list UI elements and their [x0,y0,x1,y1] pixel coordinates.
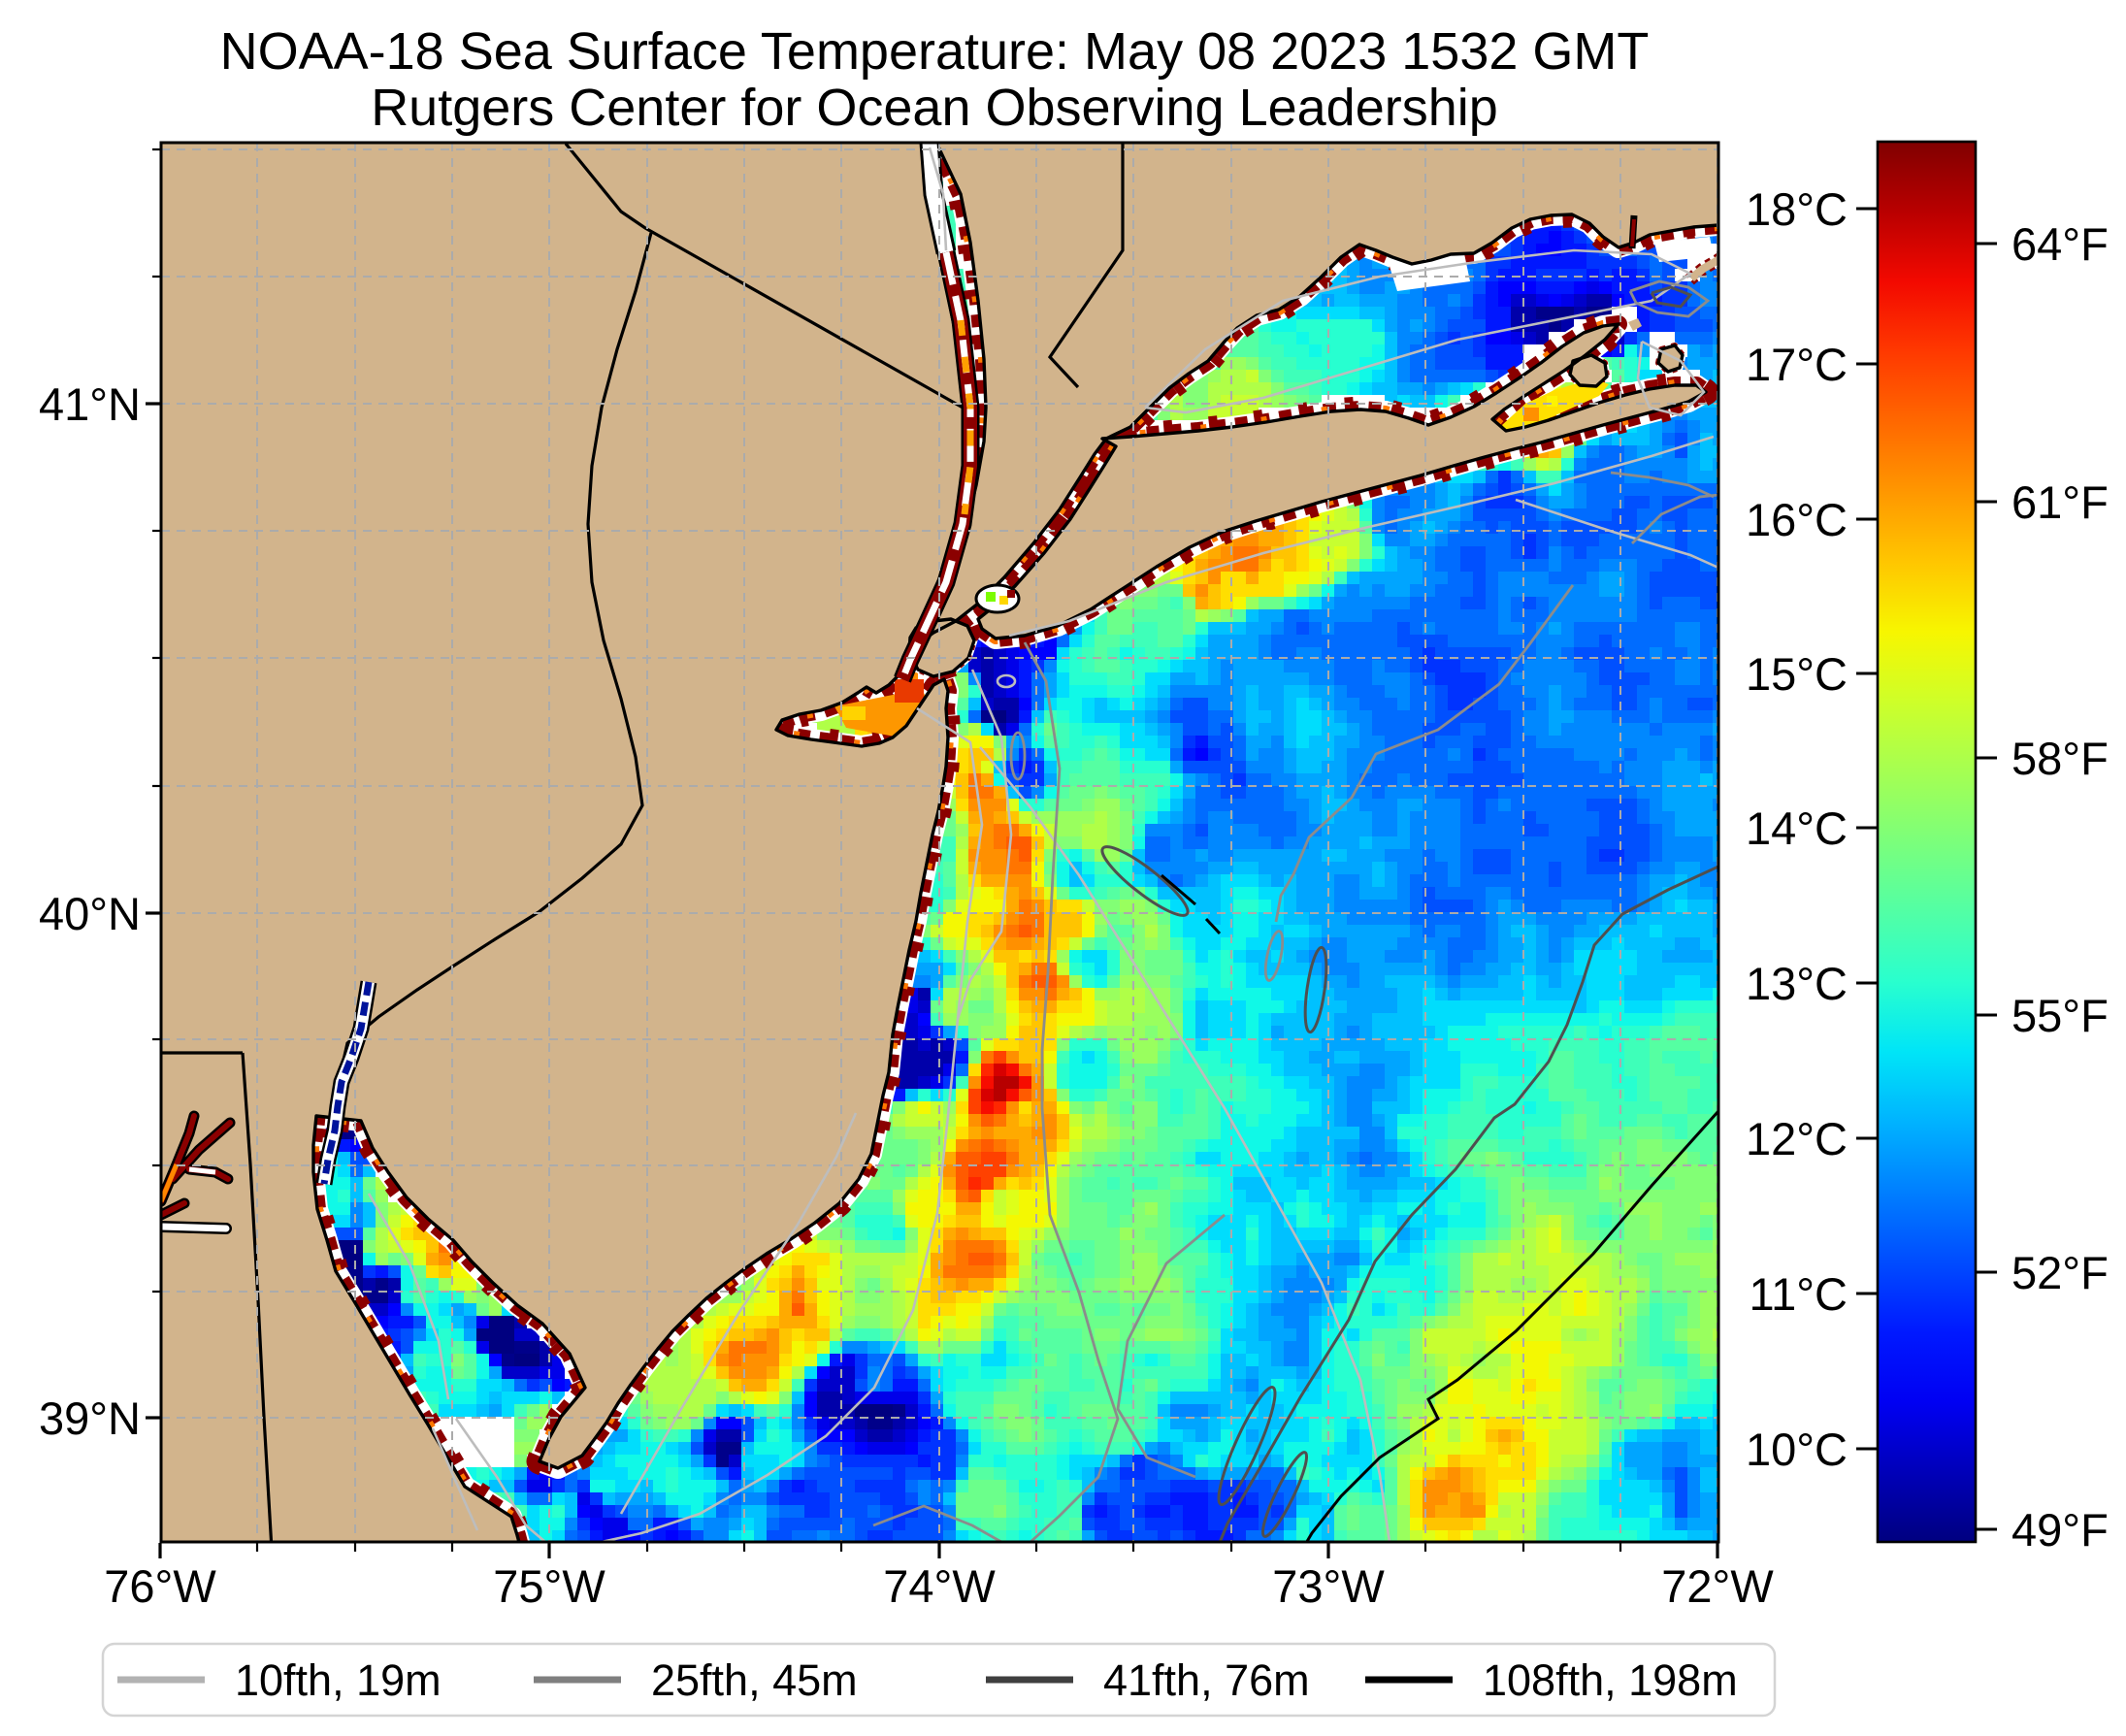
svg-text:58°F: 58°F [2012,733,2109,784]
svg-text:40°N: 40°N [39,888,141,939]
svg-text:52°F: 52°F [2012,1247,2109,1298]
svg-text:NOAA-18 Sea Surface Temperatur: NOAA-18 Sea Surface Temperature: May 08 … [220,22,1650,81]
svg-text:14°C: 14°C [1746,802,1848,854]
svg-text:10°C: 10°C [1746,1424,1848,1475]
svg-text:41fth, 76m: 41fth, 76m [1103,1655,1310,1705]
svg-text:10fth, 19m: 10fth, 19m [235,1655,442,1705]
svg-text:73°W: 73°W [1272,1560,1385,1612]
svg-text:72°W: 72°W [1661,1560,1774,1612]
svg-text:18°C: 18°C [1746,183,1848,235]
svg-text:49°F: 49°F [2012,1504,2109,1556]
svg-text:74°W: 74°W [883,1560,996,1612]
svg-text:25fth, 45m: 25fth, 45m [651,1655,858,1705]
svg-text:61°F: 61°F [2012,476,2109,528]
svg-text:75°W: 75°W [493,1560,605,1612]
svg-text:12°C: 12°C [1746,1113,1848,1164]
svg-text:41°N: 41°N [39,378,141,430]
svg-text:15°C: 15°C [1746,648,1848,700]
svg-text:13°C: 13°C [1746,958,1848,1009]
svg-text:64°F: 64°F [2012,218,2109,270]
svg-text:39°N: 39°N [39,1392,141,1444]
svg-text:76°W: 76°W [104,1560,216,1612]
svg-text:55°F: 55°F [2012,990,2109,1041]
svg-text:16°C: 16°C [1746,494,1848,545]
svg-text:17°C: 17°C [1746,339,1848,390]
svg-text:11°C: 11°C [1749,1268,1848,1320]
svg-text:108fth, 198m: 108fth, 198m [1483,1655,1738,1705]
svg-text:Rutgers Center for Ocean Obser: Rutgers Center for Ocean Observing Leade… [371,79,1498,137]
